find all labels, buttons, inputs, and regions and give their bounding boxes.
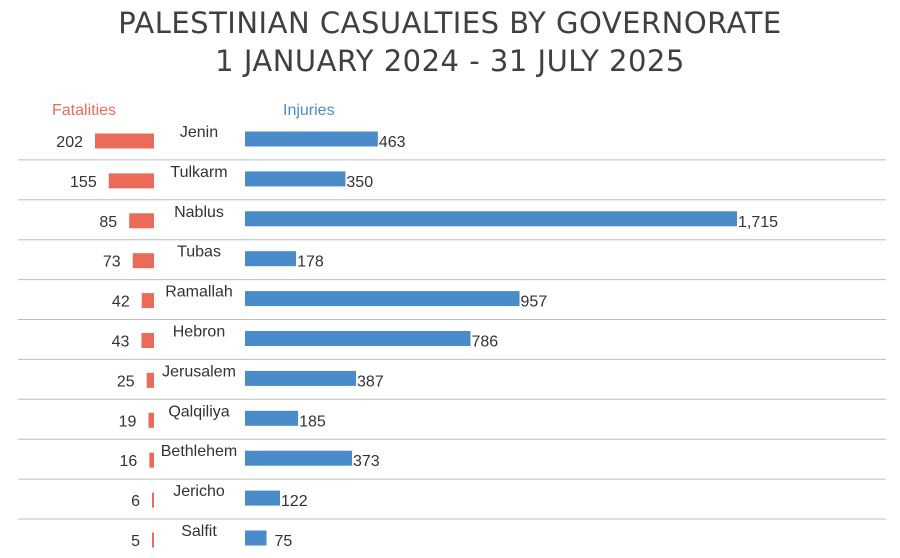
injuries-value-label: 178 [297,254,324,271]
injuries-bar [245,370,357,386]
category-label: Jerusalem [162,363,236,380]
fatalities-value-label: 43 [112,334,130,351]
injuries-bar [245,131,378,147]
injuries-value-label: 75 [275,533,293,550]
fatalities-bar [146,372,154,388]
fatalities-bar [129,213,154,229]
category-label: Jericho [173,483,225,500]
category-label: Bethlehem [161,443,238,460]
fatalities-value-label: 25 [117,373,135,390]
injuries-bar [245,530,267,546]
injuries-bar [245,211,737,227]
chart-subtitle: 1 JANUARY 2024 - 31 JULY 2025 [215,44,685,78]
injuries-bar [245,291,520,307]
fatalities-bar [141,293,154,309]
chart-title: PALESTINIAN CASUALTIES BY GOVERNORATE [118,6,782,40]
injuries-bar [245,331,471,346]
fatalities-value-label: 6 [131,493,140,510]
fatalities-value-label: 19 [119,413,137,430]
injuries-value-label: 957 [521,294,548,311]
injuries-bar [245,171,346,187]
fatalities-bar [152,532,154,548]
fatalities-value-label: 202 [56,134,83,151]
injuries-value-label: 350 [346,174,373,191]
legend-injuries: Injuries [283,102,335,119]
injuries-value-label: 122 [281,493,308,510]
injuries-value-label: 463 [379,134,406,151]
category-label: Qalqiliya [168,403,229,420]
fatalities-value-label: 42 [112,294,130,311]
fatalities-bar [149,452,154,468]
category-label: Ramallah [165,284,233,301]
fatalities-value-label: 155 [70,174,97,191]
injuries-bar [245,410,299,426]
injuries-bar [245,490,280,506]
fatalities-value-label: 16 [120,453,138,470]
category-label: Nablus [174,204,224,221]
injuries-bar [245,251,297,267]
category-label: Tulkarm [170,164,227,181]
fatalities-bar [141,333,154,348]
injuries-value-label: 373 [353,453,380,470]
injuries-bar [245,450,353,466]
injuries-value-label: 387 [357,373,384,390]
category-label: Jenin [180,124,218,141]
fatalities-bar [108,173,154,189]
category-label: Salfit [181,523,217,540]
fatalities-value-label: 85 [99,214,117,231]
fatalities-bar [152,492,154,508]
fatalities-bar [95,133,154,149]
legend-fatalities: Fatalities [52,102,117,119]
injuries-value-label: 185 [299,413,326,430]
injuries-value-label: 786 [471,334,498,351]
category-label: Tubas [177,244,221,261]
fatalities-value-label: 73 [103,254,121,271]
fatalities-bar [132,253,154,269]
fatalities-value-label: 5 [131,533,140,550]
category-label: Hebron [173,324,225,341]
injuries-value-label: 1,715 [738,214,778,231]
fatalities-bar [148,412,154,428]
